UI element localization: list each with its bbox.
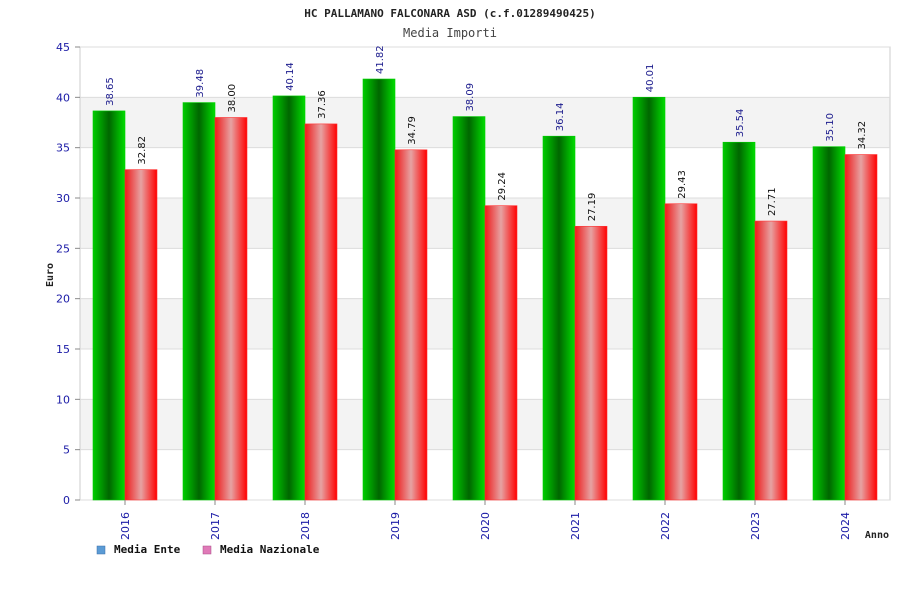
bars (92, 78, 878, 501)
value-label: 39.48 (195, 69, 206, 98)
x-tick-label: 2023 (749, 512, 762, 540)
y-tick-label: 45 (56, 41, 70, 54)
x-tick-label: 2016 (119, 512, 132, 540)
bar-media-ente-2023 (722, 141, 756, 501)
bar-media-nazionale-2023 (754, 220, 788, 501)
y-tick-label: 30 (56, 192, 70, 205)
x-tick-label: 2018 (299, 512, 312, 540)
y-axis-ticks: 0 5 10 15 20 25 30 35 40 45 (56, 41, 80, 507)
y-tick-label: 35 (56, 142, 70, 155)
value-label: 35.54 (735, 109, 746, 138)
legend-label-media-nazionale: Media Nazionale (220, 543, 320, 556)
value-label: 32.82 (137, 136, 148, 165)
value-label: 36.14 (555, 103, 566, 132)
value-label: 35.10 (825, 113, 836, 142)
y-tick-label: 15 (56, 343, 70, 356)
x-tick-label: 2020 (479, 512, 492, 540)
value-label: 38.65 (105, 77, 116, 106)
bar-media-ente-2021 (542, 135, 576, 501)
x-tick-label: 2021 (569, 512, 582, 540)
value-label: 40.14 (285, 62, 296, 91)
x-tick-label: 2024 (839, 512, 852, 540)
chart-title: HC PALLAMANO FALCONARA ASD (c.f.01289490… (304, 7, 595, 20)
legend-swatch-media-nazionale (202, 545, 212, 555)
value-label: 41.82 (375, 45, 386, 74)
x-tick-label: 2022 (659, 512, 672, 540)
y-tick-label: 20 (56, 293, 70, 306)
value-label: 27.71 (767, 187, 778, 216)
value-label: 34.32 (857, 121, 868, 150)
legend-swatch-media-ente (96, 545, 106, 555)
bar-media-nazionale-2017 (214, 117, 248, 501)
bar-media-ente-2024 (812, 146, 846, 501)
x-axis-ticks: 2016 2017 2018 2019 2020 2021 2022 2023 2024 (119, 500, 852, 540)
bar-media-ente-2020 (452, 116, 486, 501)
bar-media-ente-2022 (632, 96, 666, 501)
x-tick-label: 2017 (209, 512, 222, 540)
plot-band (80, 47, 890, 98)
bar-media-ente-2016 (92, 110, 126, 501)
y-tick-label: 10 (56, 393, 70, 406)
value-label: 27.19 (587, 193, 598, 222)
bar-media-nazionale-2020 (484, 205, 518, 501)
value-label: 38.09 (465, 83, 476, 112)
bar-media-nazionale-2016 (124, 169, 158, 501)
y-tick-label: 5 (63, 444, 70, 457)
bar-media-ente-2019 (362, 78, 396, 501)
value-label: 37.36 (317, 90, 328, 119)
y-axis-label: Euro (45, 263, 56, 287)
bar-media-nazionale-2018 (304, 123, 338, 501)
chart-subtitle: Media Importi (403, 26, 497, 40)
value-label: 34.79 (407, 116, 418, 145)
legend-label-media-ente: Media Ente (114, 543, 181, 556)
bar-media-nazionale-2019 (394, 149, 428, 501)
bar-media-nazionale-2024 (844, 154, 878, 501)
bar-media-ente-2018 (272, 95, 306, 501)
value-labels: 38.65 32.82 39.48 38.00 40.14 37.36 41.82 34.79… (105, 45, 868, 221)
value-label: 29.24 (497, 172, 508, 201)
value-label: 40.01 (645, 64, 656, 93)
x-tick-label: 2019 (389, 512, 402, 540)
bar-media-nazionale-2021 (574, 225, 608, 501)
y-tick-label: 0 (63, 494, 70, 507)
x-axis-label: Anno (865, 530, 889, 541)
y-tick-label: 40 (56, 91, 70, 104)
legend: Media Ente Media Nazionale (96, 543, 320, 556)
value-label: 29.43 (677, 170, 688, 199)
bar-media-nazionale-2022 (664, 203, 698, 501)
bar-media-ente-2017 (182, 102, 216, 501)
y-tick-label: 25 (56, 242, 70, 255)
value-label: 38.00 (227, 84, 238, 113)
